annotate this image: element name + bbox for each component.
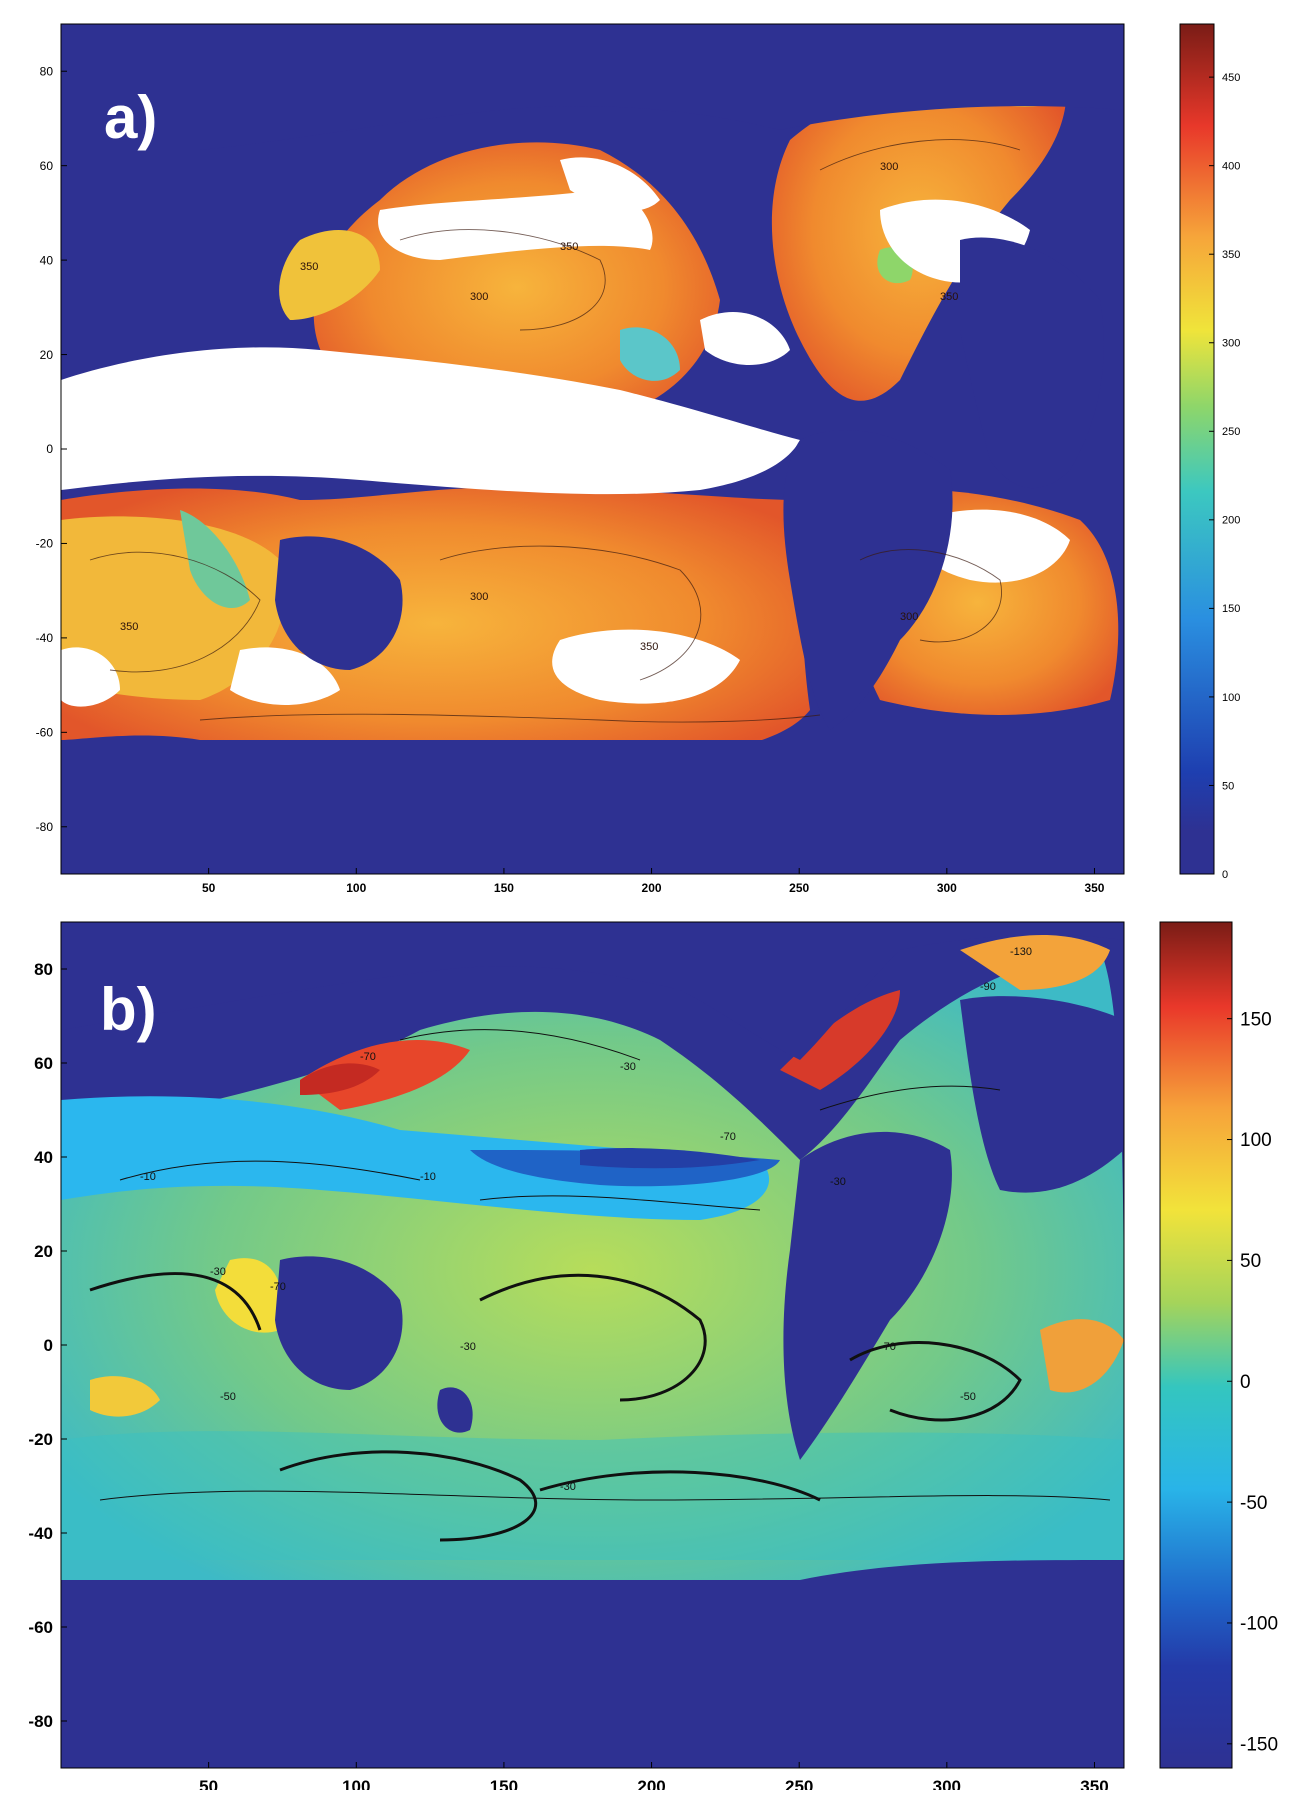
panel-b-land xyxy=(61,922,1124,1768)
y-tick-label: 20 xyxy=(34,1242,53,1261)
contour-label: -70 xyxy=(720,1131,736,1143)
panel-a-axes: 50 100 150 200 250 300 350806040200-20-40-60-8… xyxy=(36,64,1105,895)
panel-b-contour-labels: -30 -70 -70 -10 -30 -50 -30 -70 -130 -90 -30 -70 -50… xyxy=(140,946,1032,1493)
y-tick-label: -80 xyxy=(28,1712,53,1731)
contour-label: -10 xyxy=(420,1171,436,1183)
colorbar-tick-label: -100 xyxy=(1240,1614,1278,1635)
y-tick-label: 80 xyxy=(40,64,54,78)
x-tick-label: 300 xyxy=(933,1777,961,1790)
y-tick-label: -40 xyxy=(36,631,54,645)
contour-label: 350 xyxy=(640,641,658,653)
y-tick-label: 0 xyxy=(44,1336,53,1355)
colorbar-tick-label: -50 xyxy=(1240,1493,1267,1514)
panel-b-label: b) xyxy=(100,976,157,1043)
colorbar-tick-label: 0 xyxy=(1222,869,1228,881)
contour-label: -50 xyxy=(960,1391,976,1403)
colorbar-tick-label: 300 xyxy=(1222,338,1240,350)
x-tick-label: 250 xyxy=(785,1777,813,1790)
y-tick-label: 40 xyxy=(40,253,54,267)
y-tick-label: -60 xyxy=(36,726,54,740)
panel-a-colorbar: 450 400 350 300 250 200 150 100 50 0 xyxy=(1179,23,1240,881)
contour-label: -130 xyxy=(1010,946,1032,958)
contour-label: -30 xyxy=(830,1176,846,1188)
y-tick-label: 80 xyxy=(34,960,53,979)
contour-label: -70 xyxy=(360,1051,376,1063)
panel-b-field xyxy=(61,935,1124,1590)
x-tick-label: 300 xyxy=(937,881,957,895)
contour-label: 350 xyxy=(300,261,318,273)
panel-a-contour-labels: 350 300 350 300 350 350 300 350 300 xyxy=(120,161,958,653)
y-tick-label: -80 xyxy=(36,820,54,834)
x-tick-label: 200 xyxy=(637,1777,665,1790)
colorbar-tick-label: 150 xyxy=(1222,603,1240,615)
y-tick-label: 0 xyxy=(46,442,53,456)
x-tick-label: 200 xyxy=(642,881,662,895)
x-tick-label: 350 xyxy=(1080,1777,1108,1790)
x-tick-label: 350 xyxy=(1084,881,1104,895)
x-tick-label: 100 xyxy=(342,1777,370,1790)
x-tick-label: 50 xyxy=(199,1777,218,1790)
colorbar-tick-label: 150 xyxy=(1240,1009,1272,1030)
colorbar-tick-label: 50 xyxy=(1222,780,1234,792)
y-tick-label: -40 xyxy=(28,1524,53,1543)
colorbar-tick-label: 450 xyxy=(1222,72,1240,84)
panel-a-label: a) xyxy=(104,84,157,151)
contour-label: 300 xyxy=(470,291,488,303)
colorbar-tick-label: 100 xyxy=(1240,1130,1272,1151)
x-tick-label: 150 xyxy=(490,1777,518,1790)
contour-label: 350 xyxy=(560,241,578,253)
contour-label: 350 xyxy=(120,621,138,633)
colorbar-tick-label: 400 xyxy=(1222,161,1240,173)
colorbar-tick-label: 200 xyxy=(1222,515,1240,527)
contour-label: 300 xyxy=(880,161,898,173)
contour-label: -30 xyxy=(560,1481,576,1493)
x-tick-label: 100 xyxy=(346,881,366,895)
colorbar-tick-label: 0 xyxy=(1240,1372,1251,1393)
colorbar-tick-label: 50 xyxy=(1240,1251,1261,1272)
y-tick-label: -60 xyxy=(28,1618,53,1637)
colorbar-tick-label: -150 xyxy=(1240,1734,1278,1755)
panel-b-colorbar: 150 100 50 0 -50 -100 -150 xyxy=(1159,921,1278,1769)
x-tick-label: 150 xyxy=(494,881,514,895)
y-tick-label: 60 xyxy=(34,1054,53,1073)
y-tick-label: 40 xyxy=(34,1148,53,1167)
contour-label: -30 xyxy=(460,1341,476,1353)
contour-label: 300 xyxy=(900,611,918,623)
y-tick-label: -20 xyxy=(28,1430,53,1449)
panel-a-contours xyxy=(89,139,1021,723)
x-tick-label: 50 xyxy=(202,881,216,895)
x-tick-label: 250 xyxy=(789,881,809,895)
contour-label: -90 xyxy=(980,981,996,993)
panel-a-land xyxy=(61,24,1124,874)
contour-label: -70 xyxy=(880,1341,896,1353)
contour-label: -50 xyxy=(220,1391,236,1403)
contour-label: -30 xyxy=(620,1061,636,1073)
y-tick-label: 60 xyxy=(40,159,54,173)
y-tick-label: -20 xyxy=(36,537,54,551)
panel-b: -30 -70 -70 -10 -30 -50 -30 -70 -130 -90 -30 -70 -50… xyxy=(28,921,1278,1795)
contour-label: -30 xyxy=(210,1266,226,1278)
contour-label: -10 xyxy=(140,1171,156,1183)
contour-label: 350 xyxy=(940,291,958,303)
y-tick-label: 20 xyxy=(40,348,54,362)
contour-label: -70 xyxy=(270,1281,286,1293)
panel-a: 350 300 350 300 350 350 300 350 300 a) 50 100 150 2… xyxy=(36,23,1240,895)
contour-label: 300 xyxy=(470,591,488,603)
colorbar-tick-label: 250 xyxy=(1222,426,1240,438)
colorbar-tick-label: 100 xyxy=(1222,692,1240,704)
colorbar-tick-label: 350 xyxy=(1222,249,1240,261)
panel-b-contours xyxy=(89,1029,1111,1542)
